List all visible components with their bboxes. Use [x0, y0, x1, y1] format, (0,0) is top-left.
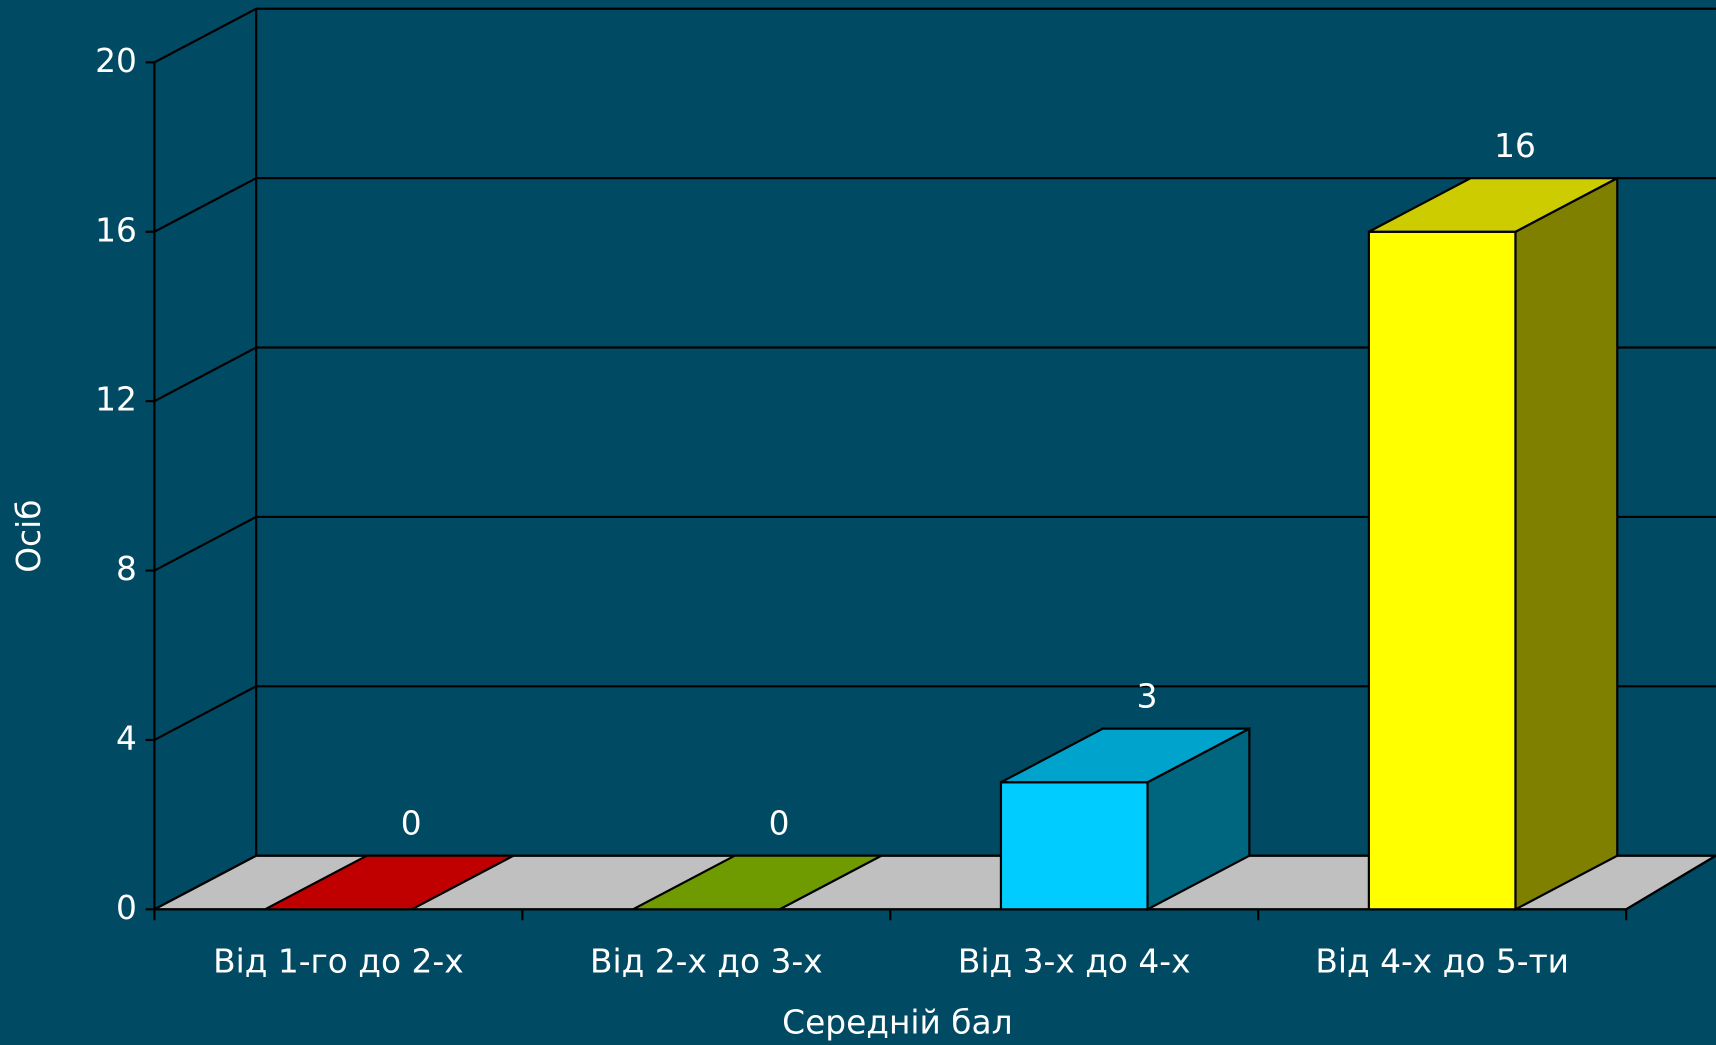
data-label: 0	[401, 805, 422, 843]
y-tick-label: 4	[116, 719, 137, 757]
y-tick-label: 12	[95, 381, 137, 419]
y-tick-label: 16	[95, 211, 137, 249]
y-axis-title: Осіб	[10, 500, 48, 573]
data-label: 16	[1494, 127, 1536, 165]
y-tick-label: 20	[95, 42, 137, 80]
chart: Середній бал Осіб 0 4 8 12 16 20 Від 1-го до 2…	[0, 0, 1716, 1045]
x-tick-label: Від 1-го до 2-х	[213, 942, 464, 980]
data-label: 0	[769, 805, 790, 843]
data-label: 3	[1137, 678, 1158, 716]
y-tick-label: 0	[116, 889, 137, 927]
bar-front	[1001, 782, 1148, 909]
x-tick-label: Від 4-х до 5-ти	[1315, 942, 1569, 980]
bar-side	[1516, 178, 1618, 909]
bar-front	[1369, 232, 1516, 910]
x-tick-label: Від 2-х до 3-х	[590, 942, 823, 980]
x-axis-title: Середній бал	[782, 1004, 1012, 1042]
y-tick-label: 8	[116, 550, 137, 588]
x-tick-label: Від 3-х до 4-х	[958, 942, 1191, 980]
